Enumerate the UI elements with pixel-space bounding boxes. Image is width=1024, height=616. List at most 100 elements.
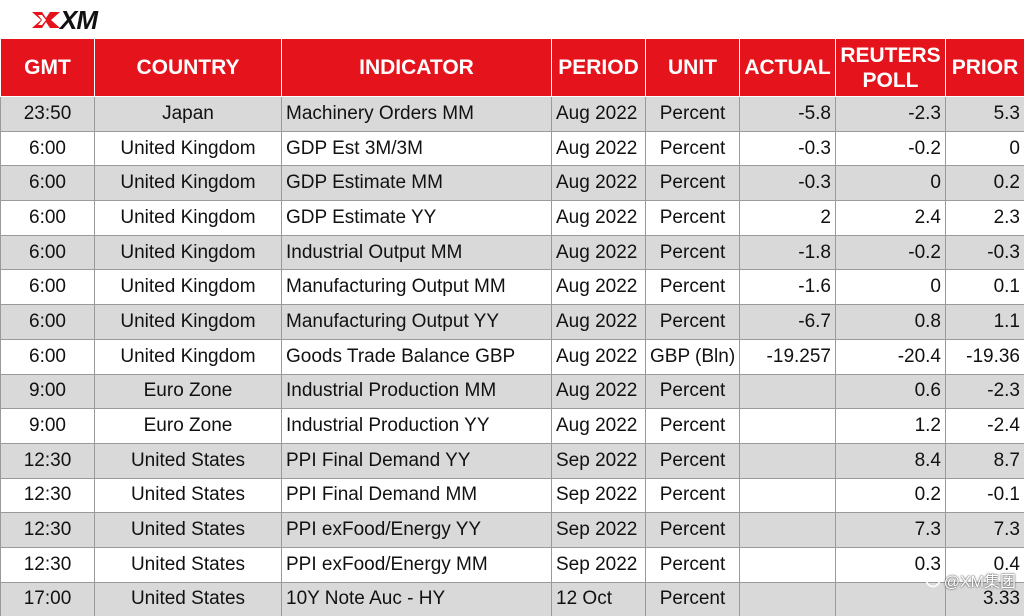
column-header: INDICATOR: [281, 38, 552, 97]
country-cell: United Kingdom: [94, 200, 282, 236]
table-row: 12:30 United States PPI exFood/Energy MM Se…: [0, 546, 1024, 583]
indicator-cell: PPI exFood/Energy MM: [281, 546, 552, 583]
prior-cell: -2.4: [945, 408, 1024, 444]
time-cell: 23:50: [0, 96, 95, 132]
watermark: @XM集团: [925, 568, 1016, 592]
table-row: 9:00 Euro Zone Industrial Production MM Aug…: [0, 373, 1024, 410]
country-cell: Euro Zone: [94, 408, 282, 444]
column-header: REUTERS POLL: [835, 38, 946, 97]
prior-cell: 1.1: [945, 304, 1024, 340]
indicator-cell: Industrial Production YY: [281, 408, 552, 444]
period-cell: 12 Oct: [551, 581, 646, 616]
unit-cell: GBP (Bln): [645, 338, 740, 375]
table-row: 6:00 United Kingdom Manufacturing Output M…: [0, 269, 1024, 306]
poll-cell: 8.4: [835, 442, 946, 479]
actual-cell: -5.8: [739, 96, 836, 132]
country-cell: Euro Zone: [94, 373, 282, 410]
poll-cell: -20.4: [835, 338, 946, 375]
column-header: COUNTRY: [94, 38, 282, 97]
actual-cell: -1.6: [739, 269, 836, 306]
period-cell: Aug 2022: [551, 304, 646, 340]
country-cell: United States: [94, 512, 282, 548]
poll-cell: 0: [835, 269, 946, 306]
unit-cell: Percent: [645, 512, 740, 548]
economic-calendar-table: GMT COUNTRY INDICATOR PERIOD UNIT ACTUAL REUTE…: [0, 38, 1024, 616]
period-cell: Aug 2022: [551, 96, 646, 132]
time-cell: 9:00: [0, 408, 95, 444]
country-cell: United States: [94, 581, 282, 616]
time-cell: 6:00: [0, 234, 95, 271]
poll-cell: 0.8: [835, 304, 946, 340]
period-cell: Aug 2022: [551, 408, 646, 444]
country-cell: Japan: [94, 96, 282, 132]
indicator-cell: PPI Final Demand MM: [281, 477, 552, 514]
country-cell: United Kingdom: [94, 338, 282, 375]
period-cell: Aug 2022: [551, 234, 646, 271]
watermark-text: @XM集团: [943, 574, 1016, 591]
time-cell: 6:00: [0, 130, 95, 167]
time-cell: 17:00: [0, 581, 95, 616]
period-cell: Sep 2022: [551, 442, 646, 479]
prior-cell: 8.7: [945, 442, 1024, 479]
poll-cell: 0: [835, 165, 946, 202]
xm-logo: XM: [30, 6, 98, 34]
unit-cell: Percent: [645, 408, 740, 444]
poll-cell: -0.2: [835, 234, 946, 271]
column-header: PRIOR: [945, 38, 1024, 97]
table-row: 17:00 United States 10Y Note Auc - HY 12 Oc…: [0, 581, 1024, 616]
prior-cell: 0: [945, 130, 1024, 167]
period-cell: Aug 2022: [551, 338, 646, 375]
unit-cell: Percent: [645, 269, 740, 306]
table-body: 23:50 Japan Machinery Orders MM Aug 2022 Per…: [0, 96, 1024, 616]
unit-cell: Percent: [645, 581, 740, 616]
time-cell: 6:00: [0, 165, 95, 202]
unit-cell: Percent: [645, 373, 740, 410]
country-cell: United States: [94, 442, 282, 479]
prior-cell: 3.33: [945, 581, 1024, 616]
table-row: 23:50 Japan Machinery Orders MM Aug 2022 Per…: [0, 96, 1024, 132]
period-cell: Aug 2022: [551, 373, 646, 410]
unit-cell: Percent: [645, 200, 740, 236]
table-row: 6:00 United Kingdom GDP Estimate YY Aug 202…: [0, 200, 1024, 236]
actual-cell: [739, 546, 836, 583]
actual-cell: [739, 442, 836, 479]
poll-cell: 1.2: [835, 408, 946, 444]
poll-cell: -2.3: [835, 96, 946, 132]
unit-cell: Percent: [645, 96, 740, 132]
wechat-channel-icon: [925, 572, 941, 588]
poll-cell: 0.3: [835, 546, 946, 583]
xm-logo-mark-icon: [32, 12, 60, 28]
indicator-cell: GDP Estimate MM: [281, 165, 552, 202]
table-row: 9:00 Euro Zone Industrial Production YY Aug…: [0, 408, 1024, 444]
country-cell: United Kingdom: [94, 234, 282, 271]
country-cell: United Kingdom: [94, 269, 282, 306]
actual-cell: -6.7: [739, 304, 836, 340]
time-cell: 9:00: [0, 373, 95, 410]
poll-cell: [835, 581, 946, 616]
indicator-cell: Industrial Production MM: [281, 373, 552, 410]
table-row: 12:30 United States PPI Final Demand MM Sep…: [0, 477, 1024, 514]
indicator-cell: Manufacturing Output YY: [281, 304, 552, 340]
column-header: UNIT: [645, 38, 740, 97]
actual-cell: -19.257: [739, 338, 836, 375]
prior-cell: 0.2: [945, 165, 1024, 202]
prior-cell: -19.36: [945, 338, 1024, 375]
actual-cell: [739, 477, 836, 514]
poll-cell: 7.3: [835, 512, 946, 548]
actual-cell: -1.8: [739, 234, 836, 271]
table-row: 6:00 United Kingdom Industrial Output MM Au…: [0, 234, 1024, 271]
period-cell: Aug 2022: [551, 269, 646, 306]
table-row: 12:30 United States PPI exFood/Energy YY Se…: [0, 512, 1024, 548]
period-cell: Aug 2022: [551, 130, 646, 167]
column-header: PERIOD: [551, 38, 646, 97]
time-cell: 12:30: [0, 546, 95, 583]
table-row: 12:30 United States PPI Final Demand YY Sep…: [0, 442, 1024, 479]
table-row: 6:00 United Kingdom Manufacturing Output Y…: [0, 304, 1024, 340]
unit-cell: Percent: [645, 442, 740, 479]
country-cell: United States: [94, 477, 282, 514]
indicator-cell: PPI exFood/Energy YY: [281, 512, 552, 548]
prior-cell: -0.1: [945, 477, 1024, 514]
time-cell: 12:30: [0, 512, 95, 548]
prior-cell: 2.3: [945, 200, 1024, 236]
period-cell: Sep 2022: [551, 477, 646, 514]
